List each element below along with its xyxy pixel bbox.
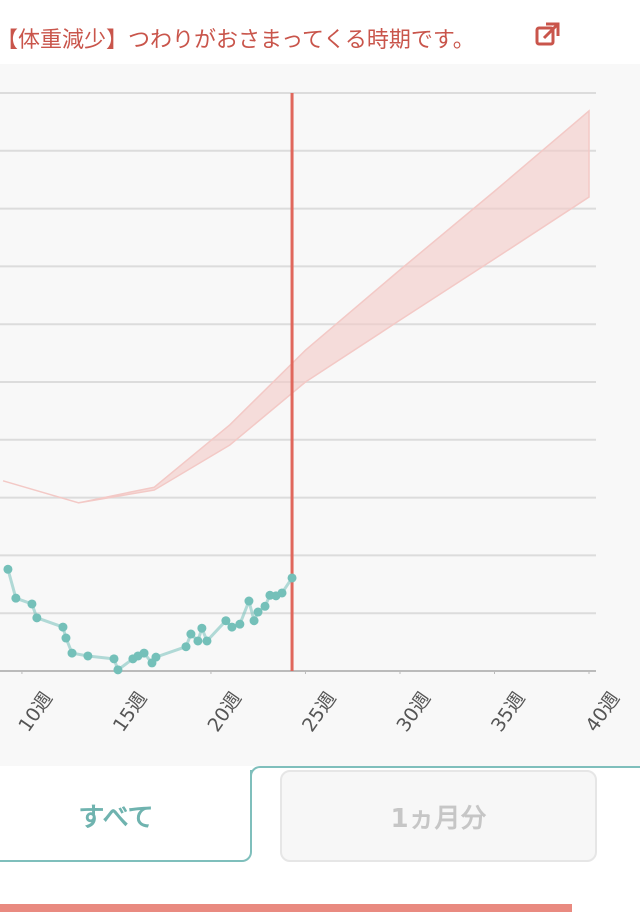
weight-point <box>151 652 161 662</box>
header-title[interactable]: 【体重減少】つわりがおさまってくる時期です。 <box>0 28 475 53</box>
x-tick-label: 25週 <box>298 688 341 736</box>
weight-point <box>58 622 68 632</box>
tab-month[interactable]: 1ヵ月分 <box>280 770 597 862</box>
reference-band <box>2 109 590 504</box>
bottom-button[interactable] <box>0 904 572 912</box>
chart: 10週 15週 20週 25週 30週 35週 40週 <box>0 92 624 736</box>
weight-line <box>6 568 294 673</box>
weight-point <box>235 619 245 629</box>
weight-point <box>11 593 21 603</box>
x-tick-label: 20週 <box>203 688 246 736</box>
weight-point <box>193 636 203 646</box>
weight-point <box>83 651 93 661</box>
weight-point <box>181 642 191 652</box>
x-tick-label: 30週 <box>392 688 435 736</box>
weight-point <box>186 629 196 639</box>
external-link-icon[interactable] <box>0 18 640 58</box>
weight-point <box>139 648 149 658</box>
x-tick-label: 40週 <box>581 688 624 736</box>
weight-point <box>221 616 231 626</box>
weight-point <box>249 616 259 626</box>
x-tick-label: 35週 <box>487 688 530 736</box>
weight-point <box>253 607 263 617</box>
weight-point <box>197 623 207 633</box>
weight-point <box>3 564 13 574</box>
weight-point <box>109 654 119 664</box>
weight-point <box>260 601 270 611</box>
x-tick-label: 15週 <box>109 688 152 736</box>
weight-point <box>277 588 287 598</box>
tab-all[interactable]: すべて <box>0 770 252 862</box>
weight-point <box>67 648 77 658</box>
x-tick-label: 10週 <box>14 688 57 736</box>
weight-point <box>27 599 37 609</box>
weight-point <box>113 665 123 675</box>
weight-point <box>287 573 297 583</box>
weight-point <box>61 633 71 643</box>
weight-point <box>202 636 212 646</box>
weight-point <box>227 622 237 632</box>
weight-point <box>244 596 254 606</box>
weight-point <box>32 613 42 623</box>
header: 【体重減少】つわりがおさまってくる時期です。 <box>0 18 640 58</box>
